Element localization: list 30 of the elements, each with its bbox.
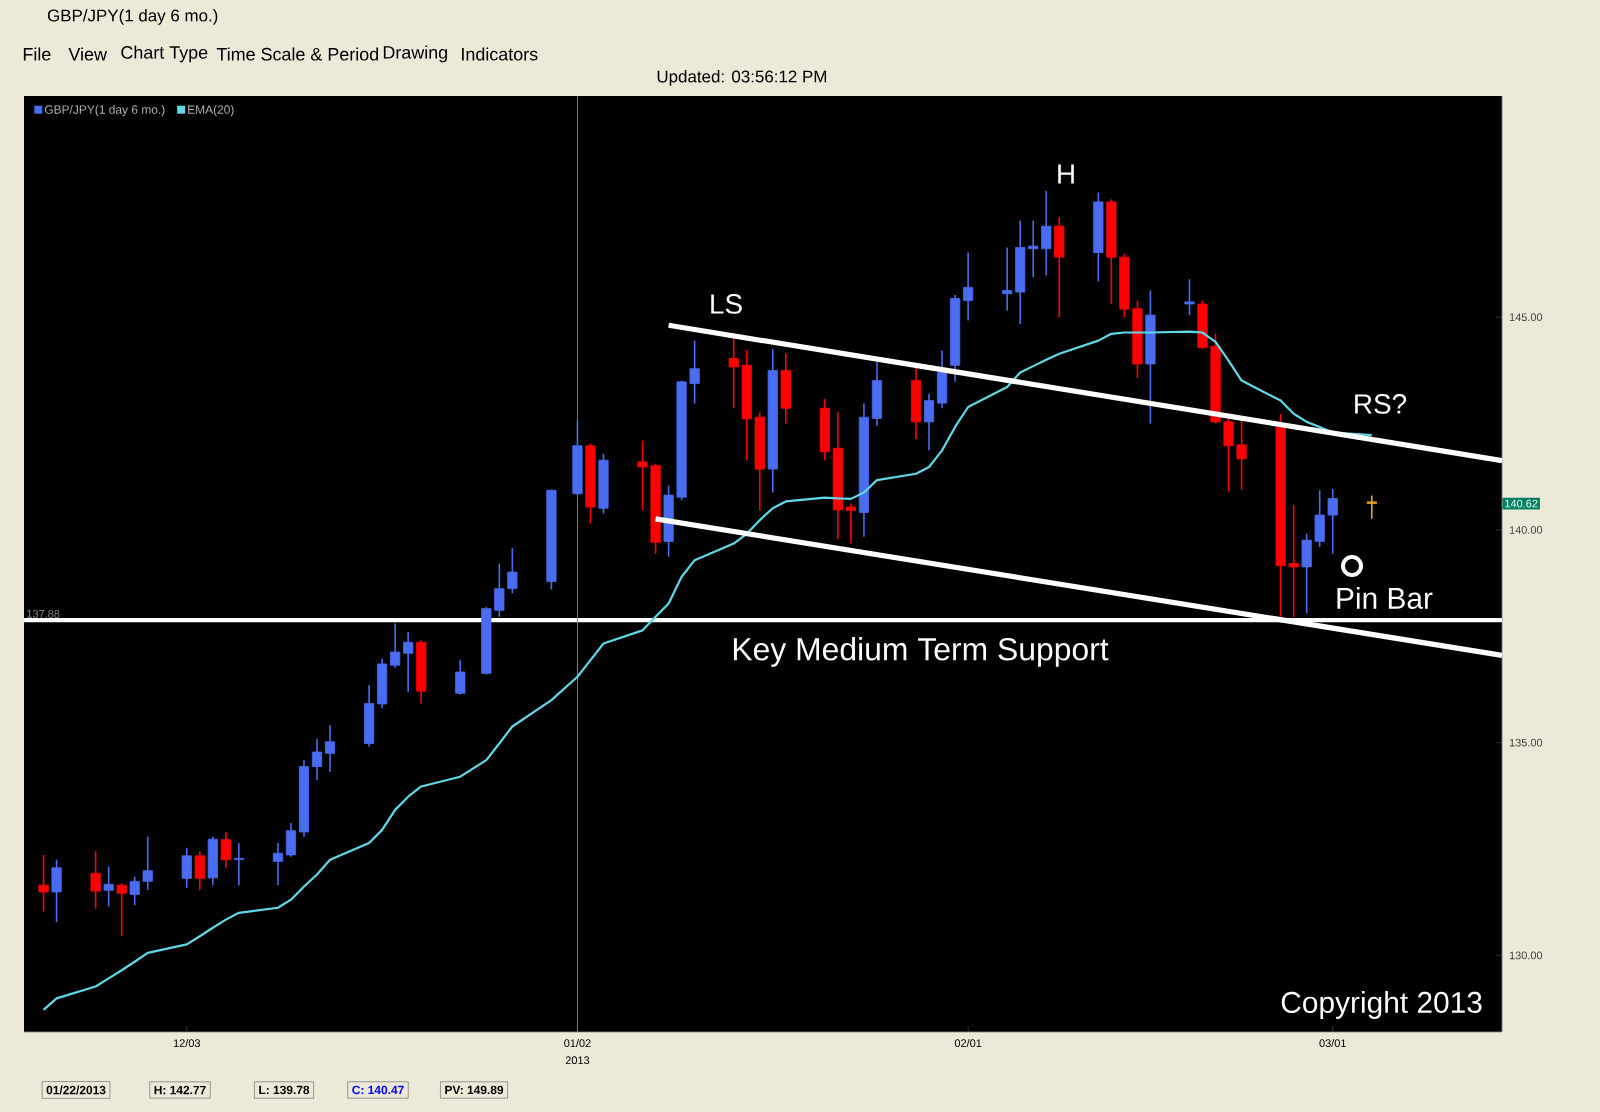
text: View xyxy=(68,47,107,61)
chart-title: GBP/JPY(1 day 6 mo.) xyxy=(47,9,218,25)
annotation: Pin Bar xyxy=(1337,587,1433,609)
text: Indicators xyxy=(462,47,538,61)
candlestick xyxy=(181,846,192,889)
candlestick xyxy=(910,366,922,441)
candlestick xyxy=(780,352,791,425)
candlestick xyxy=(220,831,231,869)
text: Time Scale & Period xyxy=(216,47,379,61)
candlestick xyxy=(194,850,205,891)
annotation: LS xyxy=(711,294,742,314)
candlestick xyxy=(38,854,49,913)
annotation: RS? xyxy=(1355,394,1407,414)
text: Chart Type xyxy=(121,45,208,63)
candlestick xyxy=(103,865,114,908)
text: Updated: 03:56:12 PM xyxy=(657,70,827,86)
annotation: H xyxy=(1058,164,1074,184)
candlestick xyxy=(90,850,101,910)
text: File xyxy=(23,47,51,61)
candlestick xyxy=(116,882,127,938)
candlestick xyxy=(1184,278,1195,316)
annotation: Key Medium Term Support xyxy=(733,637,1109,667)
text: Drawing xyxy=(383,45,448,63)
candlestick xyxy=(207,835,218,886)
candlestick xyxy=(1366,494,1377,520)
candlestick xyxy=(51,858,62,923)
candlestick xyxy=(455,659,466,696)
annotation: Copyright 2013 xyxy=(1281,991,1482,1019)
candlestick xyxy=(1054,216,1065,319)
candlestick xyxy=(233,842,244,886)
